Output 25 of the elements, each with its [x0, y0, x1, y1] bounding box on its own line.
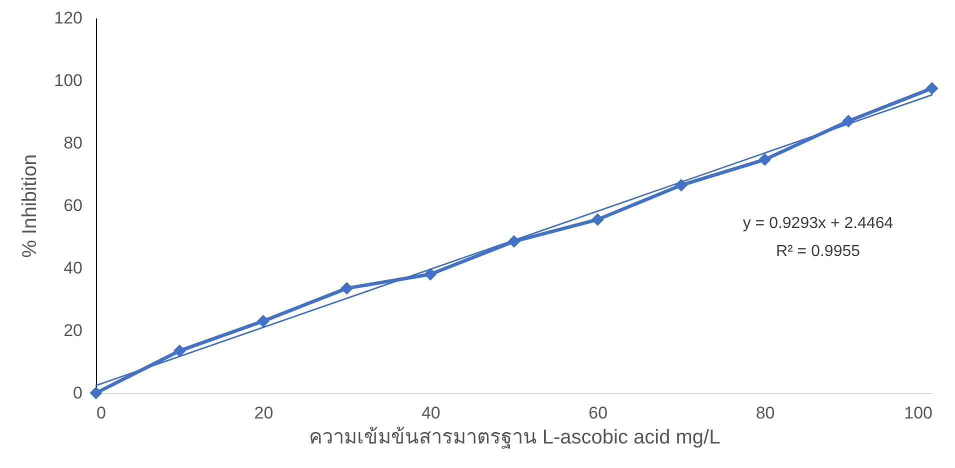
x-tick-label: 100: [904, 404, 932, 422]
y-tick-label: 60: [64, 196, 82, 215]
y-tick-label: 20: [64, 321, 82, 340]
y-axis-title: % Inhibition: [19, 154, 42, 258]
y-tick-label: 40: [64, 258, 82, 278]
point: [340, 282, 354, 295]
point: [424, 268, 437, 281]
point: [591, 213, 604, 226]
x-tick-label: 20: [254, 404, 274, 422]
point: [256, 314, 270, 328]
x-tick-label: 0: [96, 404, 106, 422]
x-tick-label: 40: [421, 404, 440, 422]
y-tick-label: 100: [54, 71, 82, 90]
y-tick-label: 0: [73, 384, 82, 402]
x-axis-title: ความเข้มข้นสารมาตรฐาน L-ascobic acid mg/L: [308, 426, 720, 448]
y-tick-label: 80: [64, 134, 82, 152]
x-tick-label: 80: [756, 404, 775, 422]
point: [926, 82, 938, 95]
annotation: R² = 0.9955: [776, 243, 860, 260]
point: [90, 386, 102, 400]
point: [758, 153, 772, 166]
point: [173, 344, 186, 358]
x-tick-label: 60: [588, 404, 608, 422]
y-tick-label: 120: [54, 8, 82, 28]
annotation: y = 0.9293x + 2.4464: [742, 215, 894, 232]
